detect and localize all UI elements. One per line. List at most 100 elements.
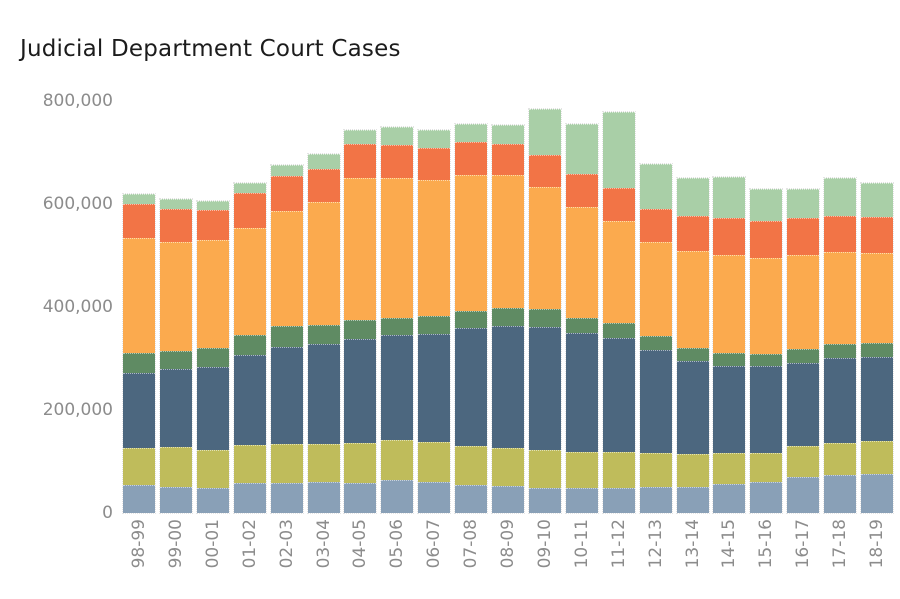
bar-segment-segment-2-olive[interactable] <box>639 453 672 488</box>
bar-segment-segment-1-steel-blue[interactable] <box>750 482 783 513</box>
bar-segment-segment-1-steel-blue[interactable] <box>492 486 524 513</box>
bar-segment-segment-2-olive[interactable] <box>307 444 340 483</box>
bar-12-13[interactable] <box>638 162 673 515</box>
bar-segment-segment-7-light-green[interactable] <box>159 199 192 210</box>
bar-segment-segment-2-olive[interactable] <box>824 442 857 475</box>
bar-06-07[interactable] <box>417 128 452 515</box>
bar-segment-segment-5-orange[interactable] <box>418 179 451 316</box>
bar-segment-segment-6-red-orange[interactable] <box>676 216 709 252</box>
bar-segment-segment-4-green[interactable] <box>196 347 229 367</box>
bar-segment-segment-2-olive[interactable] <box>159 447 192 488</box>
bar-segment-segment-5-orange[interactable] <box>381 177 414 318</box>
bar-segment-segment-4-green[interactable] <box>381 317 414 335</box>
bar-segment-segment-6-red-orange[interactable] <box>307 169 340 202</box>
bar-03-04[interactable] <box>306 153 341 514</box>
bar-segment-segment-2-olive[interactable] <box>455 446 488 486</box>
bar-10-11[interactable] <box>564 122 599 515</box>
bar-segment-segment-5-orange[interactable] <box>787 255 820 350</box>
bar-segment-segment-3-dark-slate-blue[interactable] <box>824 358 857 443</box>
bar-segment-segment-4-green[interactable] <box>861 343 893 357</box>
bar-segment-segment-2-olive[interactable] <box>381 439 414 481</box>
bar-segment-segment-7-light-green[interactable] <box>196 200 229 210</box>
bar-segment-segment-1-steel-blue[interactable] <box>307 482 340 513</box>
bar-segment-segment-4-green[interactable] <box>750 354 783 367</box>
bar-segment-segment-3-dark-slate-blue[interactable] <box>159 369 192 448</box>
bar-segment-segment-7-light-green[interactable] <box>492 125 524 145</box>
bar-segment-segment-6-red-orange[interactable] <box>787 217 820 256</box>
bar-segment-segment-2-olive[interactable] <box>123 448 155 486</box>
bar-segment-segment-1-steel-blue[interactable] <box>713 484 746 513</box>
bar-segment-segment-4-green[interactable] <box>455 311 488 329</box>
bar-segment-segment-3-dark-slate-blue[interactable] <box>123 372 155 449</box>
bar-segment-segment-1-steel-blue[interactable] <box>602 487 635 513</box>
bar-segment-segment-5-orange[interactable] <box>528 186 561 309</box>
bar-segment-segment-7-light-green[interactable] <box>713 177 746 219</box>
bar-segment-segment-6-red-orange[interactable] <box>233 192 266 228</box>
bar-segment-segment-5-orange[interactable] <box>676 251 709 349</box>
bar-segment-segment-5-orange[interactable] <box>713 254 746 354</box>
bar-04-05[interactable] <box>343 128 378 515</box>
bar-segment-segment-6-red-orange[interactable] <box>123 204 155 239</box>
bar-segment-segment-7-light-green[interactable] <box>824 177 857 216</box>
bar-11-12[interactable] <box>601 110 636 515</box>
bar-segment-segment-3-dark-slate-blue[interactable] <box>418 333 451 442</box>
bar-segment-segment-2-olive[interactable] <box>418 441 451 483</box>
bar-segment-segment-6-red-orange[interactable] <box>565 173 598 207</box>
bar-segment-segment-1-steel-blue[interactable] <box>565 487 598 513</box>
bar-segment-segment-7-light-green[interactable] <box>418 129 451 148</box>
bar-segment-segment-2-olive[interactable] <box>750 453 783 483</box>
bar-segment-segment-6-red-orange[interactable] <box>270 176 303 212</box>
bar-16-17[interactable] <box>786 188 821 514</box>
bar-segment-segment-7-light-green[interactable] <box>381 126 414 145</box>
bar-segment-segment-1-steel-blue[interactable] <box>196 487 229 513</box>
bar-01-02[interactable] <box>232 181 267 515</box>
bar-segment-segment-4-green[interactable] <box>713 353 746 367</box>
bar-segment-segment-7-light-green[interactable] <box>565 123 598 174</box>
bar-segment-segment-5-orange[interactable] <box>602 221 635 323</box>
bar-segment-segment-2-olive[interactable] <box>602 451 635 488</box>
bar-99-00[interactable] <box>158 198 193 514</box>
bar-segment-segment-4-green[interactable] <box>824 344 857 358</box>
bar-segment-segment-6-red-orange[interactable] <box>602 188 635 222</box>
bar-segment-segment-5-orange[interactable] <box>565 206 598 318</box>
bar-segment-segment-6-red-orange[interactable] <box>159 209 192 243</box>
bar-segment-segment-2-olive[interactable] <box>565 451 598 488</box>
bar-segment-segment-5-orange[interactable] <box>344 177 377 320</box>
bar-segment-segment-4-green[interactable] <box>492 308 524 327</box>
bar-segment-segment-5-orange[interactable] <box>159 242 192 352</box>
bar-segment-segment-5-orange[interactable] <box>492 175 524 309</box>
bar-segment-segment-3-dark-slate-blue[interactable] <box>602 337 635 452</box>
bar-segment-segment-5-orange[interactable] <box>639 241 672 337</box>
bar-segment-segment-7-light-green[interactable] <box>270 165 303 177</box>
bar-segment-segment-3-dark-slate-blue[interactable] <box>196 366 229 450</box>
bar-02-03[interactable] <box>269 164 304 514</box>
bar-segment-segment-3-dark-slate-blue[interactable] <box>455 328 488 447</box>
bar-segment-segment-4-green[interactable] <box>344 319 377 339</box>
bar-segment-segment-4-green[interactable] <box>565 317 598 333</box>
bar-segment-segment-2-olive[interactable] <box>344 442 377 484</box>
bar-segment-segment-6-red-orange[interactable] <box>344 143 377 178</box>
bar-segment-segment-7-light-green[interactable] <box>123 194 155 205</box>
bar-segment-segment-6-red-orange[interactable] <box>750 220 783 258</box>
bar-segment-segment-6-red-orange[interactable] <box>861 216 893 253</box>
bar-08-09[interactable] <box>491 124 525 514</box>
bar-segment-segment-7-light-green[interactable] <box>861 182 893 217</box>
bar-segment-segment-3-dark-slate-blue[interactable] <box>639 350 672 454</box>
bar-segment-segment-1-steel-blue[interactable] <box>344 483 377 513</box>
bar-segment-segment-4-green[interactable] <box>418 315 451 334</box>
bar-05-06[interactable] <box>380 125 415 515</box>
bar-segment-segment-4-green[interactable] <box>233 334 266 355</box>
bar-segment-segment-7-light-green[interactable] <box>233 182 266 193</box>
bar-segment-segment-3-dark-slate-blue[interactable] <box>233 354 266 446</box>
bar-segment-segment-4-green[interactable] <box>639 336 672 351</box>
bar-segment-segment-4-green[interactable] <box>159 351 192 370</box>
bar-segment-segment-4-green[interactable] <box>528 308 561 327</box>
bar-segment-segment-4-green[interactable] <box>270 326 303 348</box>
bar-segment-segment-3-dark-slate-blue[interactable] <box>787 363 820 447</box>
bar-segment-segment-3-dark-slate-blue[interactable] <box>750 366 783 454</box>
bar-segment-segment-2-olive[interactable] <box>270 444 303 484</box>
bar-segment-segment-4-green[interactable] <box>123 352 155 373</box>
bar-segment-segment-1-steel-blue[interactable] <box>381 480 414 513</box>
bar-segment-segment-2-olive[interactable] <box>676 454 709 488</box>
bar-segment-segment-7-light-green[interactable] <box>787 189 820 218</box>
